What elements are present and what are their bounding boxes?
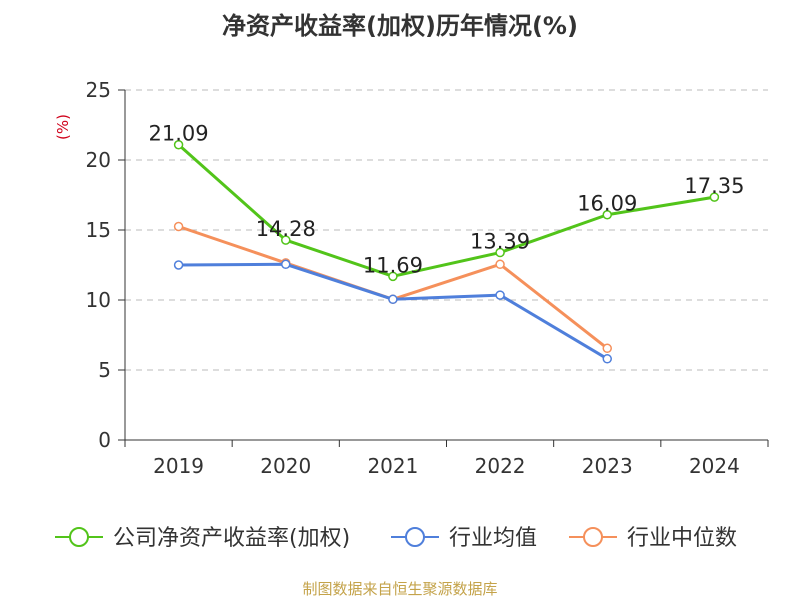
legend-label: 行业均值 [449, 526, 537, 551]
x-tick-label: 2024 [689, 454, 740, 478]
series-lines [173, 139, 720, 364]
legend: 公司净资产收益率(加权) 行业均值 行业中位数 [55, 526, 737, 551]
data-label: 11.69 [363, 253, 423, 277]
series-line [177, 143, 715, 278]
data-label: 17.35 [684, 174, 744, 198]
data-point [173, 221, 184, 232]
source-note: 制图数据来自恒生聚源数据库 [302, 580, 498, 598]
data-point [281, 259, 291, 270]
data-label: 13.39 [470, 230, 530, 254]
data-point [388, 271, 398, 282]
data-point [602, 209, 612, 220]
data-point [495, 290, 505, 300]
y-tick-label: 20 [86, 148, 111, 172]
y-tick-labels: 0 5 10 15 20 25 [86, 78, 111, 452]
legend-label: 公司净资产收益率(加权) [113, 526, 350, 551]
data-point [495, 259, 505, 270]
y-axis-label: (%) [54, 114, 72, 140]
data-point [173, 260, 184, 270]
legend-marker [583, 527, 603, 547]
data-label: 14.28 [256, 217, 316, 241]
chart-title: 净资产收益率(加权)历年情况(%) [222, 12, 578, 40]
x-tick-label: 2023 [582, 454, 633, 478]
y-tick-label: 15 [86, 218, 111, 242]
x-tick-label: 2020 [260, 454, 311, 478]
data-labels: 21.09 14.28 11.69 13.39 16.09 17.35 [149, 122, 745, 278]
series-line [178, 225, 609, 350]
legend-marker [69, 527, 89, 547]
data-point [602, 354, 612, 364]
data-label: 21.09 [149, 122, 209, 146]
x-tick-labels: 2019 2020 2021 2022 2023 2024 [153, 454, 740, 478]
data-point [709, 192, 720, 202]
legend-marker [405, 527, 425, 547]
x-tick-label: 2022 [475, 454, 526, 478]
data-point [281, 235, 291, 245]
data-point [495, 247, 505, 258]
x-tick-label: 2019 [153, 454, 204, 478]
y-tick-label: 0 [98, 428, 111, 452]
data-point [388, 294, 398, 305]
data-point [173, 139, 184, 150]
grid-lines [125, 89, 768, 371]
data-point [602, 343, 612, 354]
y-tick-label: 10 [86, 288, 111, 312]
x-tick-label: 2021 [367, 454, 418, 478]
axes [118, 89, 769, 447]
legend-label: 行业中位数 [627, 526, 737, 551]
y-tick-label: 5 [98, 358, 111, 382]
y-tick-label: 25 [86, 78, 111, 102]
data-label: 16.09 [577, 192, 637, 216]
